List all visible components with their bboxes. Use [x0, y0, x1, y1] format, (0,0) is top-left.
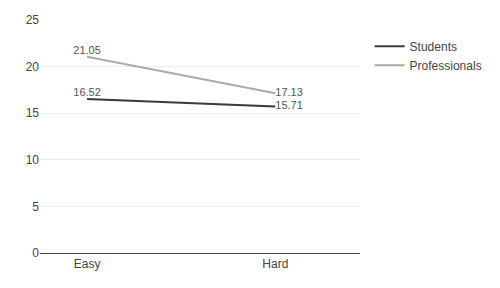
svg-text:20: 20 [26, 60, 40, 74]
svg-text:17.13: 17.13 [275, 86, 303, 98]
svg-text:Professionals: Professionals [410, 59, 482, 73]
svg-text:0: 0 [32, 246, 39, 260]
svg-text:Students: Students [410, 40, 457, 54]
svg-text:21.05: 21.05 [73, 44, 101, 56]
svg-text:16.52: 16.52 [73, 86, 101, 98]
svg-text:25: 25 [26, 13, 40, 27]
svg-text:Easy: Easy [74, 257, 101, 271]
svg-text:Hard: Hard [262, 257, 288, 271]
svg-text:5: 5 [32, 200, 39, 214]
svg-text:15: 15 [26, 106, 40, 120]
svg-text:10: 10 [26, 153, 40, 167]
svg-text:15.71: 15.71 [275, 99, 303, 111]
